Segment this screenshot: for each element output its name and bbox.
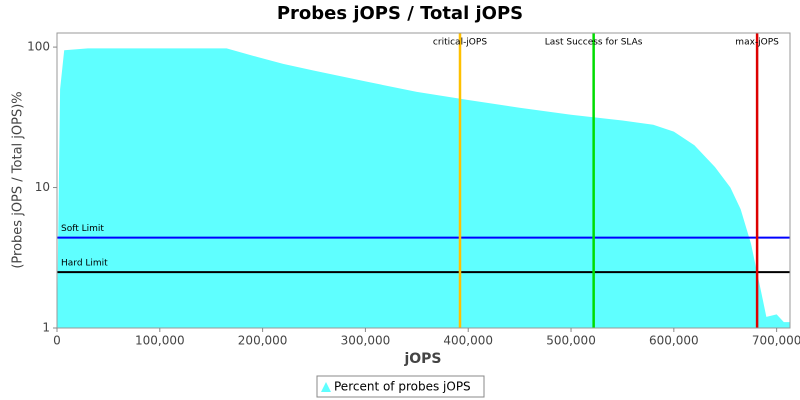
reference-label: Hard Limit — [61, 259, 108, 269]
x-tick-label: 600,000 — [649, 334, 699, 348]
reference-label: max-jOPS — [735, 38, 779, 48]
reference-label: Last Success for SLAs — [545, 38, 643, 48]
area — [57, 48, 790, 328]
legend-label: Percent of probes jOPS — [334, 380, 471, 394]
plot-frame — [56, 32, 791, 329]
x-tick-label: 300,000 — [341, 334, 391, 348]
x-tick-label: 200,000 — [238, 334, 288, 348]
x-tick-label: 700,000 — [752, 334, 800, 348]
reference-label: critical-jOPS — [433, 38, 487, 48]
reference-label: Soft Limit — [61, 224, 104, 234]
y-tick-label: 10 — [35, 180, 50, 194]
y-axis-label: (Probes jOPS / Total jOPS)% — [11, 91, 26, 268]
legend-marker — [321, 382, 331, 392]
x-tick-label: 500,000 — [546, 334, 596, 348]
x-axis-label: jOPS — [403, 351, 441, 367]
y-tick-label: 100 — [27, 40, 50, 54]
x-tick-label: 400,000 — [443, 334, 493, 348]
chart-title: Probes jOPS / Total jOPS — [277, 3, 523, 24]
legend-box — [316, 375, 485, 398]
y-tick-label: 1 — [42, 321, 50, 335]
x-tick-label: 0 — [53, 334, 61, 348]
legend: Percent of probes jOPS — [316, 375, 485, 398]
x-tick-label: 100,000 — [135, 334, 185, 348]
